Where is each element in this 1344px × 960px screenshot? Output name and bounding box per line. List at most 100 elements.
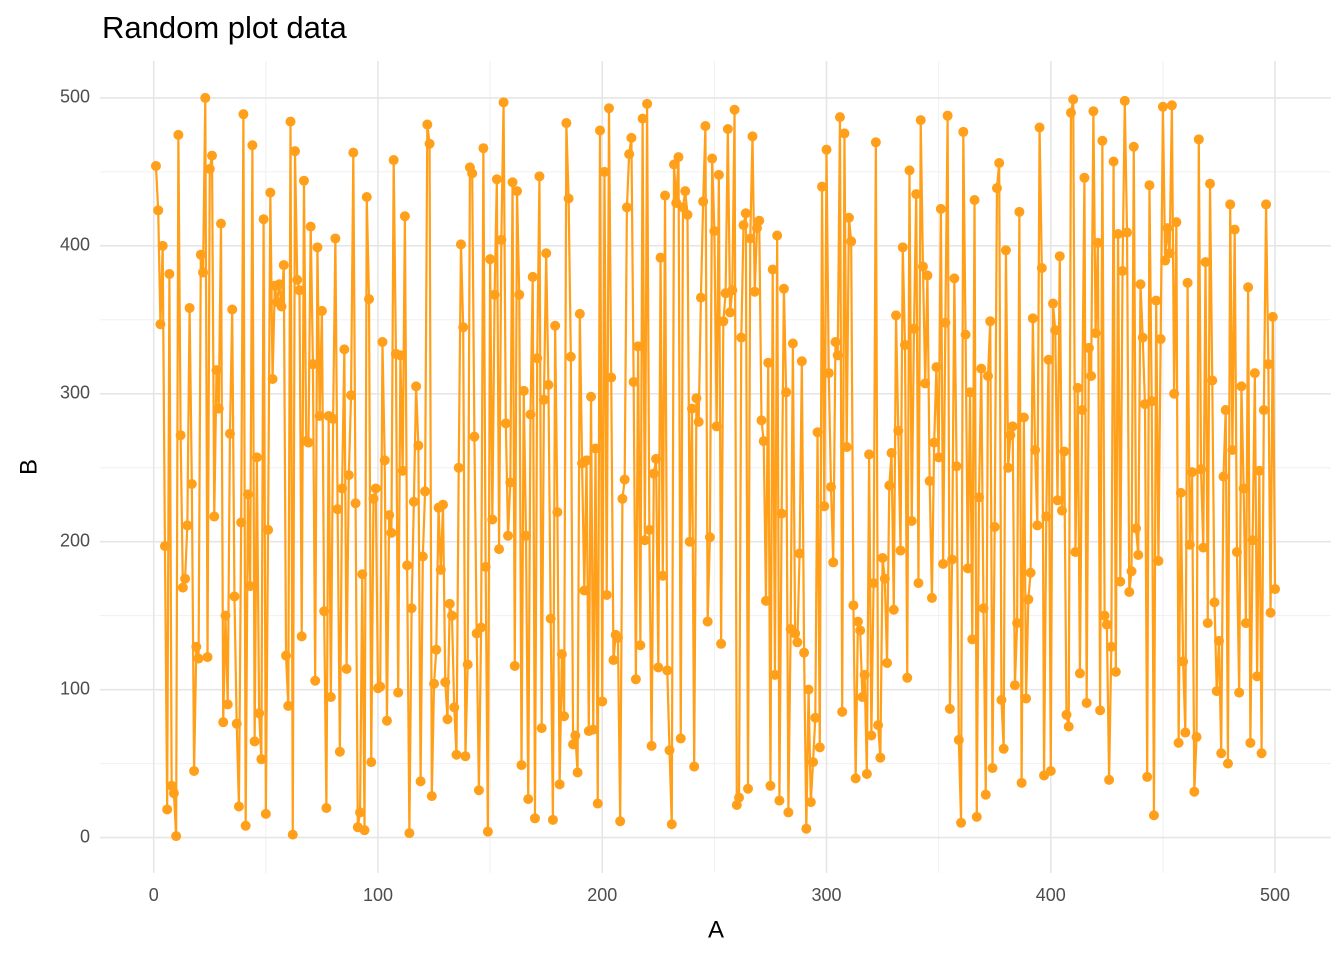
point [868,578,879,589]
point [563,193,574,204]
point [760,595,771,606]
point [346,390,357,401]
point [543,379,554,390]
point [1135,279,1146,290]
point [630,674,641,685]
point [1032,520,1043,531]
point [1142,771,1153,782]
point [503,530,514,541]
point [1148,810,1159,821]
point [776,508,787,519]
point [935,203,946,214]
point [684,536,695,547]
point [1090,328,1101,339]
point [417,551,428,562]
point [1095,705,1106,716]
point [180,573,191,584]
point [1131,523,1142,534]
point [536,723,547,734]
point [200,92,211,103]
point [189,766,200,777]
point [660,190,671,201]
point [1059,446,1070,457]
point [695,292,706,303]
point [689,761,700,772]
point [736,332,747,343]
point [1124,587,1135,598]
point [215,218,226,229]
point [395,350,406,361]
point [489,289,500,300]
point [195,249,206,260]
point [965,387,976,398]
point [850,773,861,784]
point [485,254,496,265]
point [590,443,601,454]
point [866,730,877,741]
point [366,757,377,768]
point [1245,737,1256,748]
point [164,268,175,279]
point [1018,412,1029,423]
point [765,780,776,791]
point [944,703,955,714]
point [312,242,323,253]
point [1086,371,1097,382]
point [633,341,644,352]
point [926,592,937,603]
point [698,196,709,207]
point [778,283,789,294]
point [691,393,702,404]
point [597,696,608,707]
point [424,138,435,149]
point [1236,381,1247,392]
point [509,660,520,671]
point [794,548,805,559]
point [913,578,924,589]
point [716,638,727,649]
point [505,477,516,488]
point [191,641,202,652]
point [837,706,848,717]
point [381,715,392,726]
point [976,363,987,374]
point [1074,668,1085,679]
point [1119,95,1130,106]
point [637,113,648,124]
point [711,421,722,432]
point [707,153,718,164]
point [1113,229,1124,240]
point [1097,135,1108,146]
point [1056,505,1067,516]
point [991,183,1002,194]
point [478,143,489,154]
point [814,742,825,753]
point [774,795,785,806]
point [258,214,269,225]
point [767,264,778,275]
point [662,665,673,676]
point [1083,342,1094,353]
plot-area [150,92,1281,842]
point [606,372,617,383]
y-tick-label: 0 [80,826,90,846]
point [642,98,653,109]
point [1050,325,1061,336]
point [1043,354,1054,365]
point [834,112,845,123]
point [967,634,978,645]
point [884,480,895,491]
point [1023,594,1034,605]
point [1014,206,1025,217]
point [498,97,509,108]
point [1240,618,1251,629]
point [1256,748,1267,759]
point [267,373,278,384]
point [956,817,967,828]
point [565,351,576,362]
point [467,168,478,179]
point [379,455,390,466]
point [1061,709,1072,720]
point [949,273,960,284]
point [1225,199,1236,210]
